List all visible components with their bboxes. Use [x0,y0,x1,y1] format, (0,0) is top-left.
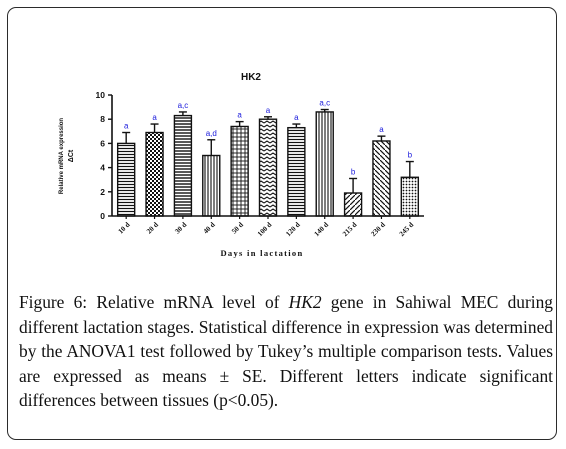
significance-letter: a [124,122,129,131]
y-tick-label: 2 [100,187,105,197]
figure-frame [7,7,557,440]
y-tick-label: 0 [100,211,105,221]
significance-letter: a [237,111,242,120]
bar-50d [230,125,249,217]
chart-title: HK2 [241,72,261,83]
x-tick-label: 100 d [256,221,273,238]
y-tick-label: 10 [96,90,106,100]
x-tick-label: 40 d [202,221,217,236]
bar-245d [400,176,420,217]
x-tick-label: 140 d [313,221,330,238]
significance-letter: a [266,106,271,115]
x-tick-label: 120 d [284,221,301,238]
y-tick-label: 4 [100,163,105,173]
bar-100d [258,118,278,217]
bar-120d [287,126,306,217]
x-axis-label: Days in lactation [220,248,303,258]
figure-label: Figure 6: [19,292,88,312]
x-tick-label: 20 d [145,221,160,236]
x-tick-label: 30 d [173,221,188,236]
x-tick-label: 215 d [341,221,358,238]
error-bars [122,108,414,194]
significance-letter: b [351,167,356,176]
y-axis: 0 2 4 6 8 10 [96,90,113,221]
significance-letter: a,c [319,99,330,108]
y-axis-label-line1: Relative mRNA expression [59,118,65,194]
bar-40d [202,154,221,217]
significance-letter: a,d [206,129,217,138]
caption-gene-name: HK2 [288,292,322,312]
bar-140d [315,111,334,217]
significance-letter: a [152,113,157,122]
significance-letter: a [379,125,384,134]
bar-chart: HK2 Relative mRNA expression ΔCt 0 2 4 6 8 10… [59,72,424,258]
bar-30d [173,114,193,217]
x-tick-label: 50 d [230,221,245,236]
x-tick-label: 245 d [398,221,415,238]
bar-215d [343,192,363,217]
bar-230d [372,140,391,217]
y-tick-label: 8 [100,114,105,124]
significance-letter: b [408,151,413,160]
y-axis-label-line2: ΔCt [68,149,75,162]
x-axis: 10 d 20 d 30 d 40 d 50 d 100 d 120 d 140 d 215 d… [112,215,424,238]
bars [116,111,420,217]
significance-letters: a a a,c a,d a a a a,c b a b [124,99,413,177]
significance-letter: a [294,113,299,122]
x-tick-label: 230 d [369,221,386,238]
y-axis-label: Relative mRNA expression ΔCt [59,118,75,194]
bar-10d [116,142,136,217]
figure-caption: Figure 6: Relative mRNA level of HK2 gen… [19,290,553,413]
bar-20d [145,131,164,217]
x-tick-label: 10 d [117,221,132,236]
significance-letter: a,c [178,101,189,110]
caption-text-after: gene in Sahiwal MEC during different lac… [19,292,553,411]
caption-text-before: Relative mRNA level of [87,292,289,312]
y-tick-label: 6 [100,138,105,148]
